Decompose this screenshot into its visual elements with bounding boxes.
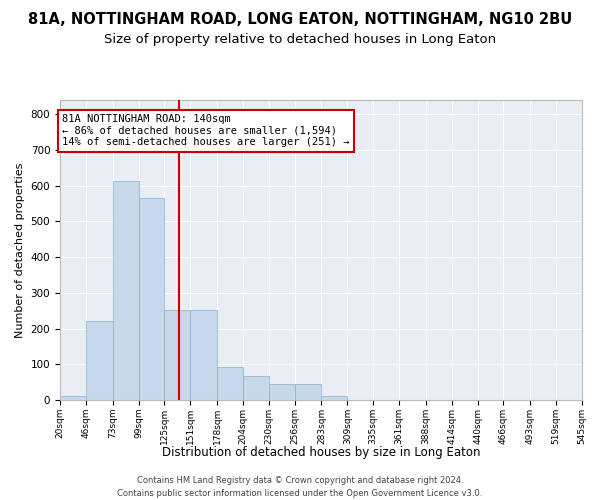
- Text: 81A NOTTINGHAM ROAD: 140sqm
← 86% of detached houses are smaller (1,594)
14% of : 81A NOTTINGHAM ROAD: 140sqm ← 86% of det…: [62, 114, 349, 148]
- Bar: [243, 376, 269, 400]
- Text: Contains HM Land Registry data © Crown copyright and database right 2024.
Contai: Contains HM Land Registry data © Crown c…: [118, 476, 482, 498]
- Bar: [60, 396, 86, 400]
- Text: 81A, NOTTINGHAM ROAD, LONG EATON, NOTTINGHAM, NG10 2BU: 81A, NOTTINGHAM ROAD, LONG EATON, NOTTIN…: [28, 12, 572, 28]
- Bar: [139, 198, 164, 400]
- Bar: [86, 320, 113, 400]
- Bar: [164, 310, 190, 400]
- Y-axis label: Number of detached properties: Number of detached properties: [15, 162, 25, 338]
- Bar: [322, 396, 347, 400]
- Text: Size of property relative to detached houses in Long Eaton: Size of property relative to detached ho…: [104, 32, 496, 46]
- Bar: [113, 180, 139, 400]
- Bar: [295, 384, 322, 400]
- Bar: [217, 367, 243, 400]
- Text: Distribution of detached houses by size in Long Eaton: Distribution of detached houses by size …: [162, 446, 480, 459]
- Bar: [269, 384, 295, 400]
- Bar: [190, 310, 217, 400]
